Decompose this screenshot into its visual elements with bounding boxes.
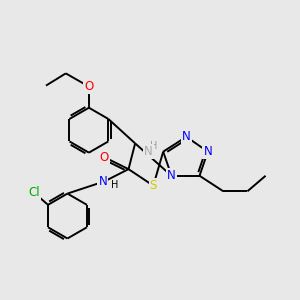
Text: N: N [167,169,176,182]
Text: N: N [203,145,212,158]
Text: H: H [111,180,119,190]
Text: N: N [144,145,153,158]
Text: S: S [150,179,157,192]
Text: O: O [100,151,109,164]
Text: Cl: Cl [28,186,40,200]
Text: N: N [98,175,107,188]
Text: O: O [84,80,94,93]
Text: N: N [182,130,191,143]
Text: H: H [150,141,158,152]
